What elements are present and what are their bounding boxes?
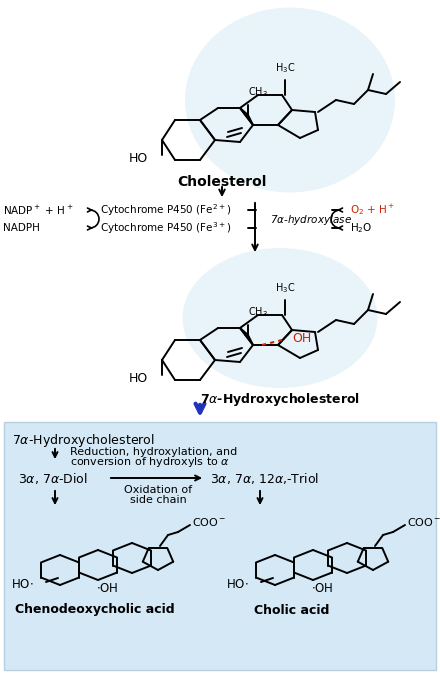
Text: Reduction, hydroxylation, and: Reduction, hydroxylation, and: [70, 447, 237, 457]
Text: Cytochrome P450 (Fe$^{2+}$): Cytochrome P450 (Fe$^{2+}$): [100, 202, 231, 218]
FancyBboxPatch shape: [4, 422, 436, 670]
Text: COO$^-$: COO$^-$: [192, 516, 227, 528]
Text: H$_2$O: H$_2$O: [350, 221, 372, 235]
Text: NADP$^+$ + H$^+$: NADP$^+$ + H$^+$: [3, 203, 73, 216]
Text: conversion of hydroxyls to $\alpha$: conversion of hydroxyls to $\alpha$: [70, 455, 230, 469]
Text: 7$\alpha$-Hydroxycholesterol: 7$\alpha$-Hydroxycholesterol: [200, 392, 360, 409]
Text: $\cdot$OH: $\cdot$OH: [96, 581, 119, 594]
Text: Cholic acid: Cholic acid: [254, 604, 330, 617]
Text: O$_2$ + H$^+$: O$_2$ + H$^+$: [350, 203, 395, 218]
Text: HO$\cdot$: HO$\cdot$: [227, 577, 249, 590]
Text: Chenodeoxycholic acid: Chenodeoxycholic acid: [15, 604, 175, 617]
Text: $\cdot$OH: $\cdot$OH: [311, 581, 334, 594]
Text: H$_3$C: H$_3$C: [275, 282, 295, 295]
Text: Cholesterol: Cholesterol: [177, 175, 267, 189]
Ellipse shape: [185, 7, 395, 192]
Text: COO$^-$: COO$^-$: [407, 516, 440, 528]
Text: HO: HO: [129, 152, 148, 165]
Text: 3$\alpha$, 7$\alpha$-Diol: 3$\alpha$, 7$\alpha$-Diol: [18, 471, 88, 486]
Text: NADPH: NADPH: [3, 223, 40, 233]
Text: 7$\alpha$-Hydroxycholesterol: 7$\alpha$-Hydroxycholesterol: [12, 432, 155, 449]
Text: HO$\cdot$: HO$\cdot$: [11, 577, 34, 590]
Text: CH$_3$: CH$_3$: [248, 85, 268, 99]
Text: Oxidation of: Oxidation of: [124, 485, 192, 495]
Text: 7$\alpha$-hydroxylase: 7$\alpha$-hydroxylase: [270, 213, 352, 227]
Text: Cytochrome P450 (Fe$^{3+}$): Cytochrome P450 (Fe$^{3+}$): [100, 220, 231, 236]
Text: CH$_3$: CH$_3$: [248, 305, 268, 319]
Text: 3$\alpha$, 7$\alpha$, 12$\alpha$,-Triol: 3$\alpha$, 7$\alpha$, 12$\alpha$,-Triol: [210, 471, 319, 486]
Text: OH: OH: [292, 333, 311, 345]
Text: side chain: side chain: [130, 495, 187, 505]
Text: H$_3$C: H$_3$C: [275, 61, 295, 75]
Text: HO: HO: [129, 371, 148, 384]
Ellipse shape: [183, 248, 378, 388]
